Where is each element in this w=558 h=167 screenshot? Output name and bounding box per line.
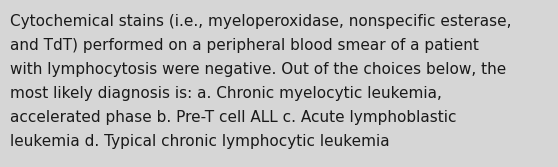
Text: leukemia d. Typical chronic lymphocytic leukemia: leukemia d. Typical chronic lymphocytic … [10,134,389,149]
Text: most likely diagnosis is: a. Chronic myelocytic leukemia,: most likely diagnosis is: a. Chronic mye… [10,86,442,101]
Text: and TdT) performed on a peripheral blood smear of a patient: and TdT) performed on a peripheral blood… [10,38,479,53]
Text: with lymphocytosis were negative. Out of the choices below, the: with lymphocytosis were negative. Out of… [10,62,506,77]
Text: accelerated phase b. Pre-T cell ALL c. Acute lymphoblastic: accelerated phase b. Pre-T cell ALL c. A… [10,110,456,125]
Text: Cytochemical stains (i.e., myeloperoxidase, nonspecific esterase,: Cytochemical stains (i.e., myeloperoxida… [10,14,512,29]
